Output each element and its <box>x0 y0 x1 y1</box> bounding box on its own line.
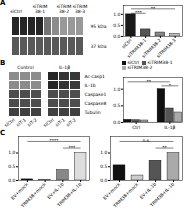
html-text:B: B <box>0 59 6 67</box>
svg-text:1.0: 1.0 <box>113 86 120 91</box>
svg-text:1.0: 1.0 <box>8 150 15 155</box>
svg-text:siCtrl: siCtrl <box>43 117 55 128</box>
svg-text:siTRIM38-2: siTRIM38-2 <box>141 37 163 59</box>
svg-text:IL-1β: IL-1β <box>164 124 175 129</box>
svg-text:***: *** <box>68 145 76 150</box>
svg-text:95 kDa: 95 kDa <box>91 24 107 29</box>
html-text:C: C <box>0 129 6 137</box>
svg-text:siTRIM38-1: siTRIM38-1 <box>126 37 148 59</box>
svg-text:0.0: 0.0 <box>113 120 120 125</box>
svg-text:Control: Control <box>17 65 33 70</box>
html-text:siTRIM38-2: siTRIM38-2 <box>127 65 153 71</box>
svg-text:siTRIM38-3: siTRIM38-3 <box>73 4 88 14</box>
svg-text:*: * <box>169 83 172 88</box>
svg-text:TRIM38+mock: TRIM38+mock <box>19 181 47 209</box>
svg-text:Ac-casp1: Ac-casp1 <box>85 74 106 79</box>
svg-text:IL-1β: IL-1β <box>59 65 70 70</box>
svg-text:TRIM38+IL-1b: TRIM38+IL-1b <box>149 182 176 209</box>
svg-text:Caspase1: Caspase1 <box>85 92 107 97</box>
html-text:A: A <box>0 0 6 7</box>
svg-text:siT-2: siT-2 <box>65 117 77 127</box>
svg-text:siT-1: siT-1 <box>54 117 66 127</box>
svg-text:***: *** <box>135 10 143 15</box>
svg-text:37 kDa: 37 kDa <box>91 44 107 49</box>
svg-text:siTRIM38-1: siTRIM38-1 <box>33 4 48 14</box>
svg-text:siTRIM38-3: siTRIM38-3 <box>156 38 177 59</box>
svg-text:EV+IL-1b: EV+IL-1b <box>139 182 157 200</box>
svg-text:0.0: 0.0 <box>8 178 15 183</box>
svg-text:Ctrl: Ctrl <box>132 124 140 129</box>
svg-text:EV+IL-1b: EV+IL-1b <box>46 181 65 200</box>
svg-text:TRIM38+mock: TRIM38+mock <box>112 181 140 209</box>
svg-text:siCtrl: siCtrl <box>10 9 22 14</box>
svg-text:IL-1b: IL-1b <box>85 83 96 88</box>
svg-text:Tubulin: Tubulin <box>84 110 101 115</box>
svg-text:0.5: 0.5 <box>113 23 120 28</box>
html-text:siTRIM38-1: siTRIM38-1 <box>147 60 173 65</box>
svg-text:Caspase8: Caspase8 <box>85 101 107 106</box>
html-text:siCtrl: siCtrl <box>127 60 140 65</box>
svg-text:0.5: 0.5 <box>100 164 107 169</box>
svg-text:siTRIM38-2: siTRIM38-2 <box>57 4 72 14</box>
svg-text:siT-1: siT-1 <box>15 117 27 127</box>
svg-text:1.0: 1.0 <box>100 150 107 155</box>
svg-text:0.0: 0.0 <box>113 34 120 39</box>
svg-text:**: ** <box>162 145 167 150</box>
svg-text:0.5: 0.5 <box>113 103 120 108</box>
svg-text:EV+mock: EV+mock <box>10 181 30 201</box>
svg-text:siCtrl: siCtrl <box>4 117 16 128</box>
svg-text:siCtrl: siCtrl <box>121 38 133 50</box>
svg-text:**: ** <box>151 6 156 11</box>
svg-text:****: **** <box>50 138 60 143</box>
svg-text:**: ** <box>147 79 152 84</box>
svg-text:EV+mock: EV+mock <box>102 181 122 201</box>
svg-text:TRIM38+IL-1b: TRIM38+IL-1b <box>56 182 83 209</box>
svg-text:siT-2: siT-2 <box>26 117 38 127</box>
svg-text:1.0: 1.0 <box>113 12 120 17</box>
svg-text:n.s.: n.s. <box>142 138 150 143</box>
svg-text:0.5: 0.5 <box>8 164 15 169</box>
svg-text:0.0: 0.0 <box>100 178 107 183</box>
